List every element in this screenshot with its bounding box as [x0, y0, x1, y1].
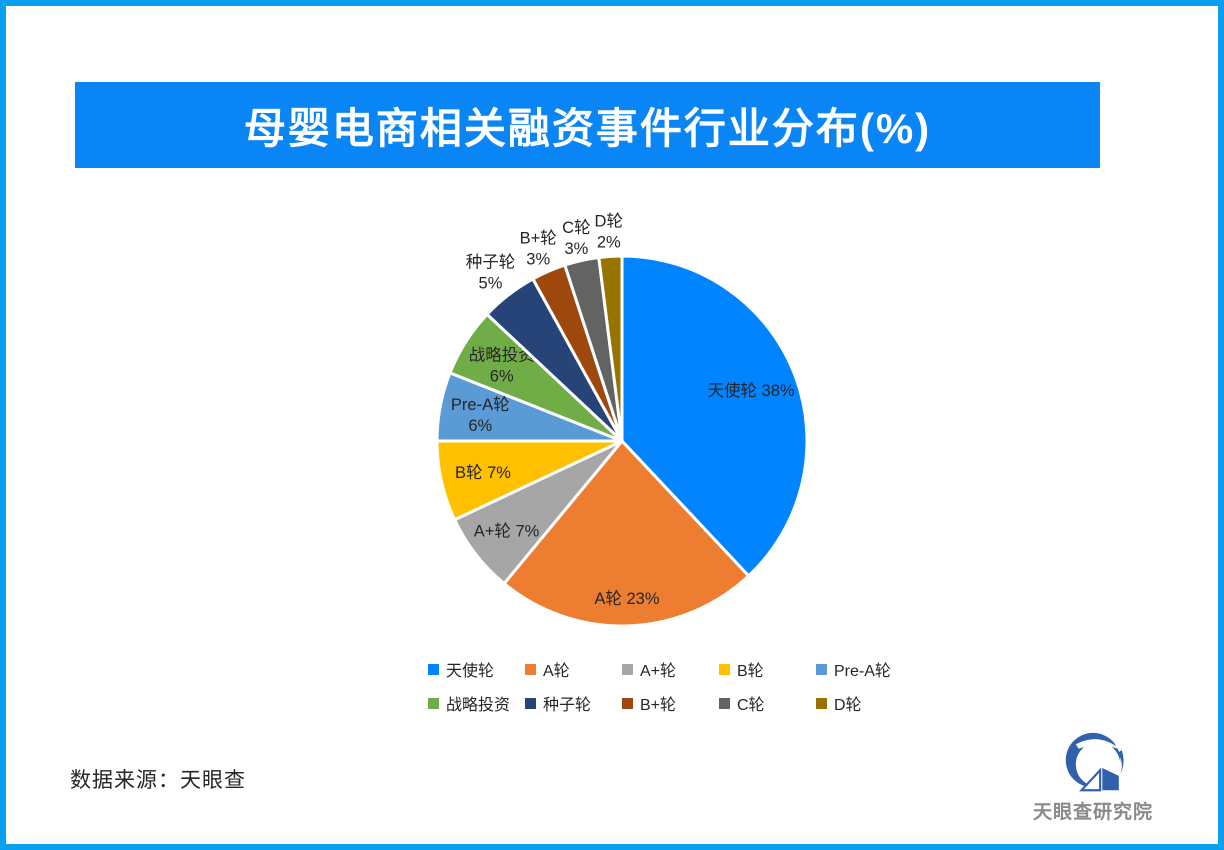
legend-item-A轮: A轮	[525, 657, 622, 681]
legend-swatch-icon	[622, 663, 633, 675]
legend-item-C轮: C轮	[719, 691, 816, 715]
pie-slice-label-种子轮: 种子轮 5%	[466, 252, 516, 292]
legend-item-天使轮: 天使轮	[428, 657, 525, 681]
legend-swatch-icon	[428, 663, 439, 675]
legend-swatch-icon	[719, 697, 730, 709]
legend-item-B+轮: B+轮	[622, 691, 719, 715]
legend-label: C轮	[737, 697, 765, 714]
legend-label: 天使轮	[446, 663, 495, 680]
pie-slice-label-C轮: C轮 3%	[562, 218, 590, 258]
legend-item-B轮: B轮	[719, 657, 816, 681]
legend-label: Pre-A轮	[834, 663, 891, 680]
legend-item-战略投资: 战略投资	[428, 691, 525, 715]
pie-slice-label-天使轮: 天使轮 38%	[707, 381, 794, 400]
pie-slice-label-B+轮: B+轮 3%	[520, 228, 557, 268]
pie-slice-label-A+轮: A+轮 7%	[474, 522, 540, 541]
legend-label: B+轮	[640, 697, 677, 714]
legend-item-种子轮: 种子轮	[525, 691, 622, 715]
pie-slice-label-Pre-A轮: Pre-A轮 6%	[451, 395, 510, 435]
tianyancha-eye-icon	[1064, 732, 1124, 796]
legend-label: B轮	[737, 663, 764, 680]
legend-item-A+轮: A+轮	[622, 657, 719, 681]
legend-swatch-icon	[525, 663, 536, 675]
legend-swatch-icon	[525, 697, 536, 709]
legend-label: 种子轮	[543, 697, 592, 714]
legend-swatch-icon	[428, 697, 439, 709]
pie-slice-A轮	[502, 439, 751, 628]
pie-slice-D轮	[597, 254, 624, 443]
tianyancha-logo: 天眼查研究院	[1028, 730, 1158, 826]
tianyancha-logo-text: 天眼查研究院	[1032, 802, 1153, 823]
data-source-note: 数据来源：天眼查	[70, 769, 246, 792]
pie-slice-label-A轮: A轮 23%	[594, 589, 659, 608]
pie-slice-label-战略投资: 战略投资 6%	[469, 346, 535, 386]
legend-label: A+轮	[640, 663, 677, 680]
legend-swatch-icon	[816, 697, 827, 709]
pie-slice-label-D轮: D轮 2%	[595, 212, 623, 252]
legend-item-Pre-A轮: Pre-A轮	[816, 657, 913, 681]
legend-swatch-icon	[816, 663, 827, 675]
legend-label: D轮	[834, 697, 862, 714]
legend-swatch-icon	[719, 663, 730, 675]
pie-slice-天使轮	[620, 254, 809, 578]
legend-swatch-icon	[622, 697, 633, 709]
title-banner: 母婴电商相关融资事件行业分布(%)	[75, 82, 1100, 168]
pie-slice-label-B轮: B轮 7%	[455, 463, 511, 482]
page-title: 母婴电商相关融资事件行业分布(%)	[243, 104, 932, 152]
chart-legend: 天使轮 A轮 A+轮 B轮 Pre-A轮战略投资 种子轮 B+轮 C轮 D轮	[428, 652, 913, 720]
legend-label: 战略投资	[446, 697, 511, 714]
legend-label: A轮	[543, 663, 570, 680]
legend-item-D轮: D轮	[816, 691, 913, 715]
